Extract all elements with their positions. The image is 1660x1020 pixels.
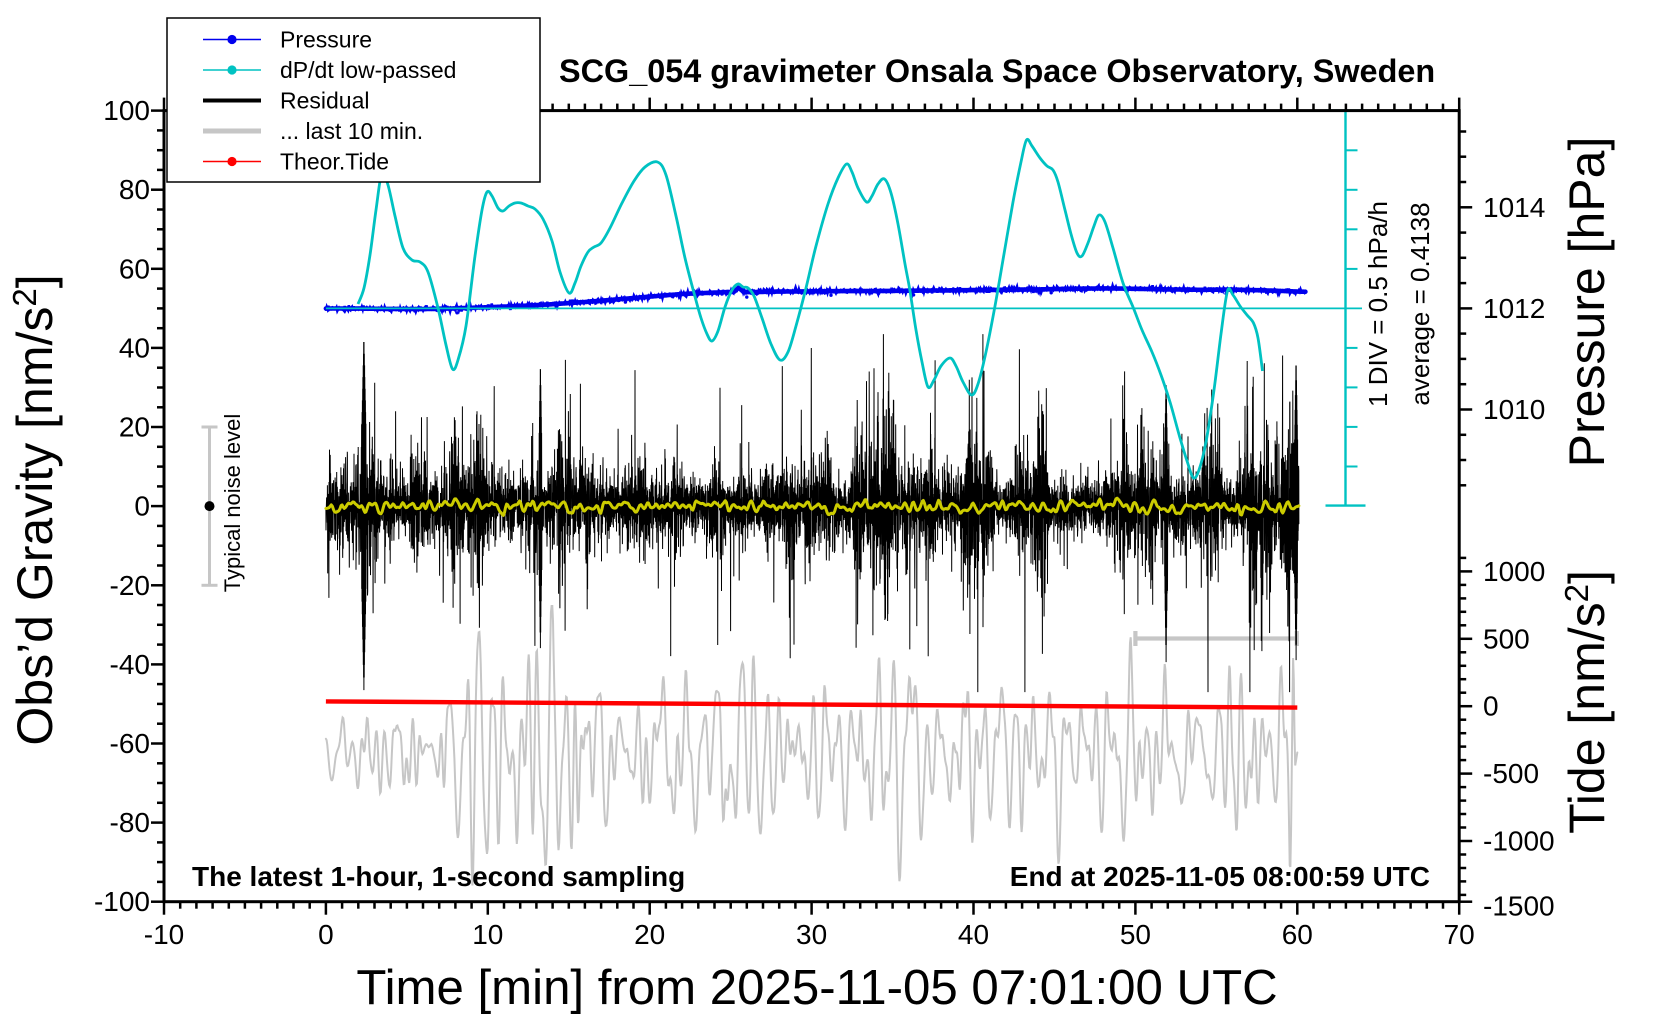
svg-text:60: 60 [119,253,150,284]
svg-text:Typical noise level: Typical noise level [220,414,245,593]
svg-text:0: 0 [318,919,334,950]
svg-text:average = 0.4138: average = 0.4138 [1405,202,1435,405]
svg-text:20: 20 [119,412,150,443]
svg-text:20: 20 [634,919,665,950]
svg-text:40: 40 [119,332,150,363]
svg-text:Theor.Tide: Theor.Tide [280,149,389,175]
svg-text:1010: 1010 [1483,394,1545,425]
svg-text:Obs’d Gravity [nm/s2]: Obs’d Gravity [nm/s2] [6,274,63,745]
svg-text:0: 0 [134,491,150,522]
svg-text:The latest 1-hour, 1-second sa: The latest 1-hour, 1-second sampling [192,861,685,892]
svg-text:-80: -80 [110,807,150,838]
svg-text:-60: -60 [110,728,150,759]
svg-text:1012: 1012 [1483,293,1545,324]
svg-text:40: 40 [958,919,989,950]
svg-text:-20: -20 [110,570,150,601]
svg-text:Residual: Residual [280,88,370,114]
svg-text:-10: -10 [144,919,184,950]
svg-text:60: 60 [1282,919,1313,950]
svg-text:End at 2025-11-05 08:00:59 UTC: End at 2025-11-05 08:00:59 UTC [1010,861,1430,892]
svg-text:50: 50 [1120,919,1151,950]
svg-text:-1000: -1000 [1483,826,1555,857]
svg-text:10: 10 [472,919,503,950]
svg-text:-100: -100 [94,886,150,917]
svg-text:0: 0 [1483,691,1499,722]
svg-text:80: 80 [119,174,150,205]
svg-text:Pressure: Pressure [280,27,372,53]
svg-text:... last 10 min.: ... last 10 min. [280,118,423,144]
svg-text:-1500: -1500 [1483,891,1555,922]
svg-text:SCG_054 gravimeter Onsala Spac: SCG_054 gravimeter Onsala Space Observat… [559,53,1435,89]
svg-text:Tide [nm/s2]: Tide [nm/s2] [1558,570,1615,834]
svg-text:Pressure [hPa]: Pressure [hPa] [1559,137,1615,468]
svg-text:1 DIV = 0.5 hPa/h: 1 DIV = 0.5 hPa/h [1363,201,1393,407]
svg-text:-40: -40 [110,649,150,680]
svg-text:30: 30 [796,919,827,950]
svg-text:70: 70 [1444,919,1475,950]
svg-text:Time [min] from 2025-11-05 07:: Time [min] from 2025-11-05 07:01:00 UTC [356,960,1277,1015]
svg-text:1014: 1014 [1483,192,1545,223]
svg-text:1000: 1000 [1483,556,1545,587]
svg-text:500: 500 [1483,623,1530,654]
svg-text:100: 100 [103,95,150,126]
svg-text:dP/dt low-passed: dP/dt low-passed [280,57,456,83]
svg-text:-500: -500 [1483,758,1539,789]
